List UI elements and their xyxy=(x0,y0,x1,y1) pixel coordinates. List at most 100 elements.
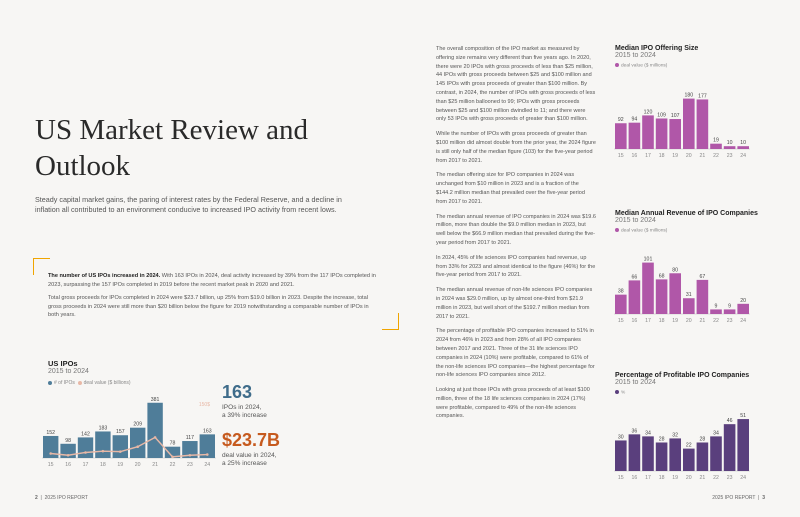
x-tick-label: 16 xyxy=(65,462,71,468)
data-label: 32 xyxy=(672,432,678,438)
footer-left-page: 2 xyxy=(35,495,38,501)
revenue-chart: 38 15 66 16 101 17 68 18 80 19 31 20 67 21 9 22 9 23 20 24 xyxy=(614,257,750,324)
data-label: 80 xyxy=(672,267,678,273)
body-paragraph: The overall composition of the IPO marke… xyxy=(436,46,596,123)
x-tick-label: 23 xyxy=(187,462,193,468)
data-label: 46 xyxy=(727,418,733,424)
bar xyxy=(696,99,709,149)
x-tick-label: 18 xyxy=(659,318,665,324)
x-tick-label: 21 xyxy=(700,475,706,481)
deal-value-point xyxy=(84,451,87,454)
data-label: 78 xyxy=(170,441,176,447)
legend-count-label: # of IPOs xyxy=(54,380,75,386)
deal-value-point xyxy=(49,452,52,455)
deal-value-point xyxy=(153,436,157,439)
offering-chart-legend: deal value ($ millions) xyxy=(615,63,698,68)
bar xyxy=(615,294,627,314)
x-tick-label: 15 xyxy=(618,475,624,481)
bar xyxy=(642,262,654,314)
bar xyxy=(683,98,695,149)
data-label: 381 xyxy=(151,397,160,403)
data-label: 38 xyxy=(618,289,624,295)
deal-value-line xyxy=(50,436,208,458)
bar xyxy=(130,427,146,458)
ipo-count-caption: IPOs in 2024, a 39% increase xyxy=(222,404,302,420)
x-tick-label: 24 xyxy=(204,462,210,468)
x-tick-label: 22 xyxy=(170,462,176,468)
bar xyxy=(737,146,749,149)
offering-chart: 92 15 94 16 120 17 109 18 107 19 180 20 177 21 19 22 10 2… xyxy=(614,93,750,159)
x-tick-label: 21 xyxy=(700,153,706,159)
footer-right-text: 2025 IPO REPORT xyxy=(712,495,756,501)
intro-paragraph: Steady capital market gains, the paring … xyxy=(35,195,342,214)
x-tick-label: 19 xyxy=(672,475,678,481)
bar xyxy=(723,309,736,314)
data-label: 66 xyxy=(632,274,638,280)
profitable-chart-title: Percentage of Profitable IPO Companies xyxy=(615,372,750,379)
bar xyxy=(628,122,641,149)
deal-value-stat: $23.7B xyxy=(222,430,281,450)
data-label: 107 xyxy=(671,113,680,119)
deal-value-point xyxy=(171,455,174,459)
ipo-count-caption-line1: IPOs in 2024, xyxy=(222,404,262,411)
deal-value-point xyxy=(188,453,192,457)
footer-left: 2 | 2025 IPO REPORT xyxy=(35,495,88,501)
ipo-count-caption-line2: a 39% increase xyxy=(222,412,267,419)
bar xyxy=(182,441,198,458)
bar xyxy=(655,279,668,314)
x-tick-label: 23 xyxy=(727,153,733,159)
x-tick-label: 22 xyxy=(713,318,719,324)
revenue-chart-title: Median Annual Revenue of IPO Companies xyxy=(615,210,758,217)
bar xyxy=(95,431,111,458)
data-label: 22 xyxy=(686,443,692,449)
bar xyxy=(683,448,695,471)
bar xyxy=(710,436,722,471)
deal-value-caption-line1: deal value in 2024, xyxy=(222,452,277,459)
data-label: 19 xyxy=(713,138,719,144)
x-tick-label: 21 xyxy=(700,318,706,324)
body-paragraph: While the number of IPOs with gross proc… xyxy=(436,131,596,164)
bar xyxy=(710,309,722,314)
x-tick-label: 20 xyxy=(686,153,692,159)
data-label: 31 xyxy=(686,292,692,298)
deal-value-point xyxy=(206,453,209,456)
data-label: 92 xyxy=(618,117,624,123)
revenue-chart-subtitle: 2015 to 2024 xyxy=(615,217,656,224)
profitable-chart-subtitle: 2015 to 2024 xyxy=(615,379,656,386)
profitable-chart-legend: % xyxy=(615,390,749,395)
x-tick-label: 18 xyxy=(659,475,665,481)
bar xyxy=(669,438,681,471)
deal-value-point xyxy=(66,453,70,457)
data-label: 109 xyxy=(657,112,666,118)
offering-chart-header: Median IPO Offering Size 2015 to 2024 de… xyxy=(615,45,698,68)
highlight-lead: The number of US IPOs increased in 2024. xyxy=(48,273,161,279)
data-label: 152 xyxy=(46,430,55,436)
body-paragraph: Looking at just those IPOs with gross pr… xyxy=(436,387,590,420)
data-label: 10 xyxy=(740,140,746,146)
bar xyxy=(723,424,736,471)
bar xyxy=(628,434,641,471)
bar xyxy=(737,419,749,471)
bar xyxy=(642,115,654,149)
offering-chart-subtitle: 2015 to 2024 xyxy=(615,52,656,59)
data-label: 28 xyxy=(659,436,665,442)
bar xyxy=(43,435,59,458)
x-tick-label: 19 xyxy=(672,318,678,324)
revenue-legend-swatch xyxy=(615,228,619,232)
profitable-legend-swatch xyxy=(615,390,619,394)
bar xyxy=(696,442,709,471)
bar xyxy=(615,440,627,471)
bar xyxy=(696,279,709,314)
highlight-paragraph-1: The number of US IPOs increased in 2024.… xyxy=(48,272,378,289)
deal-value-point xyxy=(136,445,139,448)
deal-value-point xyxy=(119,450,122,453)
footer-left-text: 2025 IPO REPORT xyxy=(44,495,88,501)
data-label: 177 xyxy=(698,93,707,99)
x-tick-label: 16 xyxy=(632,153,638,159)
data-label: 117 xyxy=(186,435,194,441)
data-label: 68 xyxy=(659,273,665,279)
x-tick-label: 20 xyxy=(686,475,692,481)
data-label: 9 xyxy=(728,303,731,309)
data-label: 94 xyxy=(632,117,638,123)
bar xyxy=(112,435,128,458)
